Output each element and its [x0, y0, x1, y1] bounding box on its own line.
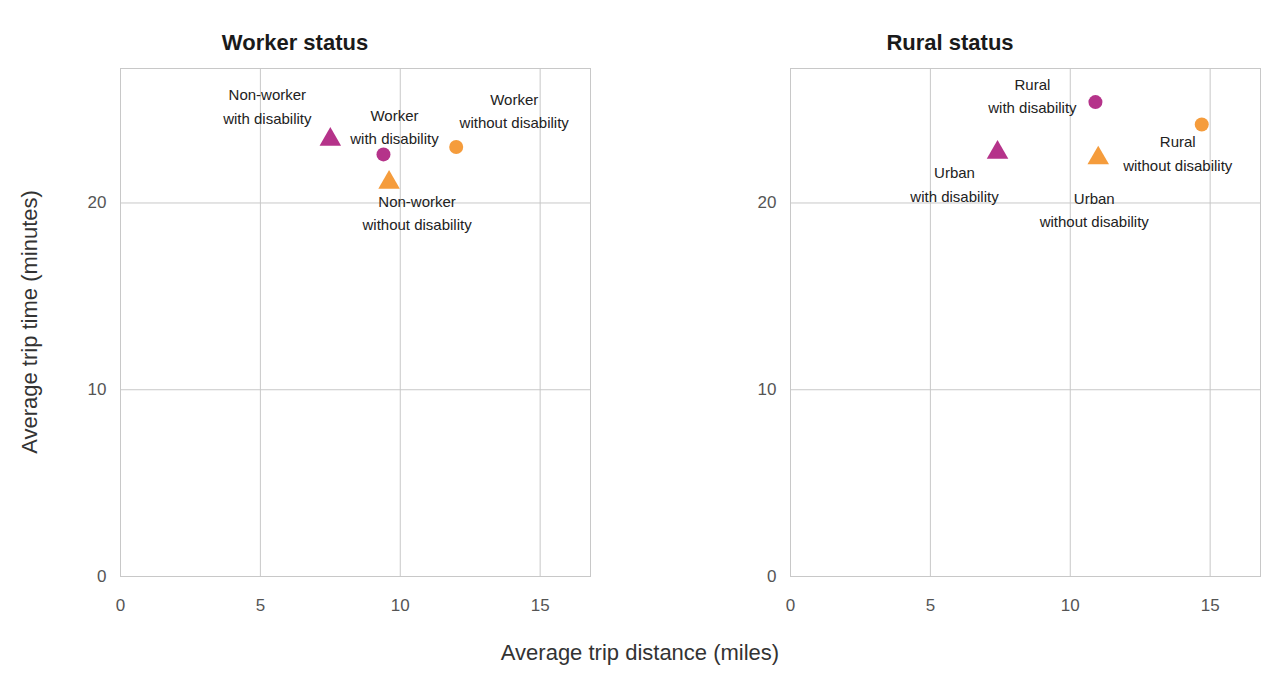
svg-text:20: 20	[758, 193, 777, 212]
svg-text:Non-workerwith disability: Non-workerwith disability	[222, 86, 312, 126]
svg-text:15: 15	[1201, 596, 1220, 615]
svg-text:5: 5	[256, 596, 265, 615]
html-text:Rural status: Rural status	[886, 30, 1014, 55]
html-text:Average trip distance (miles): Average trip distance (miles)	[500, 640, 780, 665]
html-text:Worker status: Worker status	[221, 30, 369, 55]
svg-text:Ruralwithout disability: Ruralwithout disability	[1122, 133, 1233, 173]
svg-text:10: 10	[758, 380, 777, 399]
svg-text:0: 0	[786, 596, 795, 615]
svg-text:Non-workerwithout disability: Non-workerwithout disability	[361, 193, 472, 233]
svg-text:10: 10	[391, 596, 410, 615]
svg-text:10: 10	[88, 380, 107, 399]
svg-text:0: 0	[116, 596, 125, 615]
svg-text:Ruralwith disability: Ruralwith disability	[987, 76, 1077, 116]
svg-text:Urbanwith disability: Urbanwith disability	[909, 164, 999, 204]
svg-text:20: 20	[88, 193, 107, 212]
html-text:Average trip time (minutes): Average trip time (minutes)	[17, 190, 42, 454]
svg-text:Workerwithout disability: Workerwithout disability	[459, 91, 570, 131]
svg-text:Workerwith disability: Workerwith disability	[349, 107, 439, 147]
svg-text:15: 15	[531, 596, 550, 615]
svg-text:0: 0	[97, 567, 106, 586]
svg-text:5: 5	[926, 596, 935, 615]
svg-text:10: 10	[1061, 596, 1080, 615]
svg-text:Urbanwithout disability: Urbanwithout disability	[1039, 190, 1150, 230]
svg-text:0: 0	[767, 567, 776, 586]
